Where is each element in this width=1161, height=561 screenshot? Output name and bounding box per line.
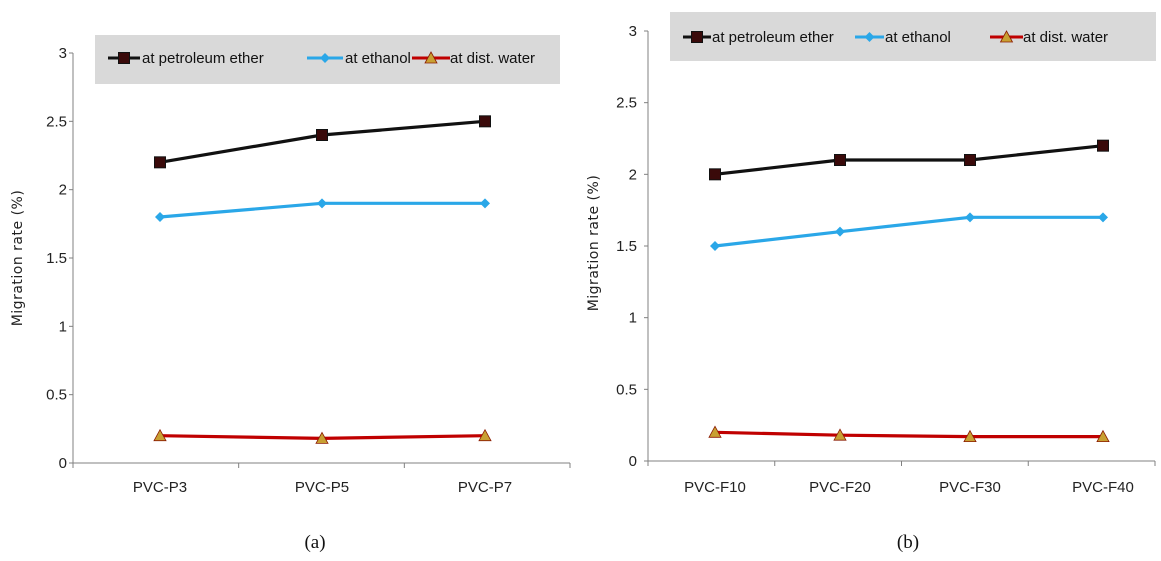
chart-panel-a: 0 0.5 1 1.5 2 2.5 3 PVC-P3 PVC-P5 PVC-P7 Migration… bbox=[10, 35, 571, 553]
data-point bbox=[963, 429, 977, 443]
series-at-petroleum-ether bbox=[709, 139, 1109, 181]
legend-label: at petroleum ether bbox=[142, 50, 264, 67]
y-tick-label: 1 bbox=[629, 310, 637, 327]
figure-caption: (a) bbox=[304, 532, 325, 553]
x-tick-label: PVC-P5 bbox=[295, 479, 349, 496]
series-line bbox=[714, 430, 1103, 439]
x-tick-label: PVC-P3 bbox=[133, 479, 187, 496]
legend-marker-diamond-icon bbox=[320, 53, 330, 63]
legend-label: at petroleum ether bbox=[712, 29, 834, 46]
data-point bbox=[1098, 212, 1108, 223]
legend-marker-diamond-icon bbox=[864, 32, 875, 42]
data-point bbox=[1096, 429, 1110, 443]
data-point bbox=[478, 428, 492, 442]
legend-box bbox=[670, 12, 1156, 61]
series-at-dist-water bbox=[153, 428, 492, 444]
data-point bbox=[835, 226, 845, 237]
data-point bbox=[315, 431, 329, 444]
data-point bbox=[1097, 139, 1109, 152]
legend-label: at dist. water bbox=[450, 50, 535, 67]
legend-marker-triangle-icon bbox=[999, 30, 1014, 43]
legend-marker-square-icon bbox=[691, 31, 703, 43]
data-point bbox=[708, 425, 722, 438]
data-point bbox=[154, 156, 166, 169]
data-point bbox=[316, 129, 328, 141]
series-at-dist-water bbox=[708, 425, 1110, 443]
chart-panel-b: 0 0.5 1 1.5 2 2.5 3 PVC-F10 PVC-F20 PVC-F30 PVC-F4… bbox=[586, 12, 1156, 553]
y-tick-label: 1 bbox=[59, 318, 67, 335]
series-line bbox=[714, 215, 1103, 248]
data-point bbox=[710, 241, 720, 251]
y-tick-label: 0.5 bbox=[46, 387, 67, 404]
data-point bbox=[964, 154, 976, 166]
series-at-ethanol bbox=[155, 198, 490, 222]
y-tick-label: 1.5 bbox=[46, 250, 67, 267]
figure-caption: (b) bbox=[897, 532, 919, 553]
y-tick-label: 2.5 bbox=[46, 113, 67, 130]
x-tick-label: PVC-F30 bbox=[939, 479, 1001, 496]
y-tick-label: 2 bbox=[629, 166, 637, 183]
series-at-ethanol bbox=[710, 212, 1108, 251]
series-at-petroleum-ether bbox=[154, 115, 491, 169]
x-tick-label: PVC-P7 bbox=[458, 479, 512, 496]
data-point bbox=[709, 168, 721, 181]
legend-marker-triangle-icon bbox=[424, 51, 438, 64]
data-point bbox=[317, 198, 327, 209]
y-tick-label: 0.5 bbox=[616, 381, 637, 398]
y-tick-label: 0 bbox=[629, 453, 637, 470]
y-tick-label: 0 bbox=[59, 455, 67, 472]
data-point bbox=[833, 428, 847, 441]
y-axis-label: Migration rate (%) bbox=[586, 175, 602, 312]
legend: at petroleum ether at ethanol at dist. wat… bbox=[95, 35, 560, 84]
data-point bbox=[155, 212, 165, 222]
x-tick-label: PVC-F20 bbox=[809, 479, 871, 496]
legend-label: at ethanol bbox=[885, 29, 951, 46]
x-tick-label: PVC-F10 bbox=[684, 479, 746, 496]
data-point bbox=[153, 428, 167, 442]
data-point bbox=[965, 212, 975, 223]
y-tick-label: 3 bbox=[59, 45, 67, 62]
y-tick-label: 2.5 bbox=[616, 95, 637, 112]
legend-label: at ethanol bbox=[345, 50, 411, 67]
series-line bbox=[714, 144, 1104, 176]
legend: at petroleum ether at ethanol at dist. wat… bbox=[670, 12, 1156, 61]
y-tick-label: 1.5 bbox=[616, 238, 637, 255]
y-axis-label: Migration rate (%) bbox=[10, 190, 26, 327]
series-line bbox=[159, 119, 486, 164]
legend-marker-square-icon bbox=[118, 52, 130, 64]
data-point bbox=[480, 198, 490, 209]
y-tick-label: 3 bbox=[629, 23, 637, 40]
data-point bbox=[834, 154, 846, 166]
y-tick-label: 2 bbox=[59, 182, 67, 199]
legend-label: at dist. water bbox=[1023, 29, 1108, 46]
x-tick-label: PVC-F40 bbox=[1072, 479, 1134, 496]
data-point bbox=[479, 115, 491, 128]
